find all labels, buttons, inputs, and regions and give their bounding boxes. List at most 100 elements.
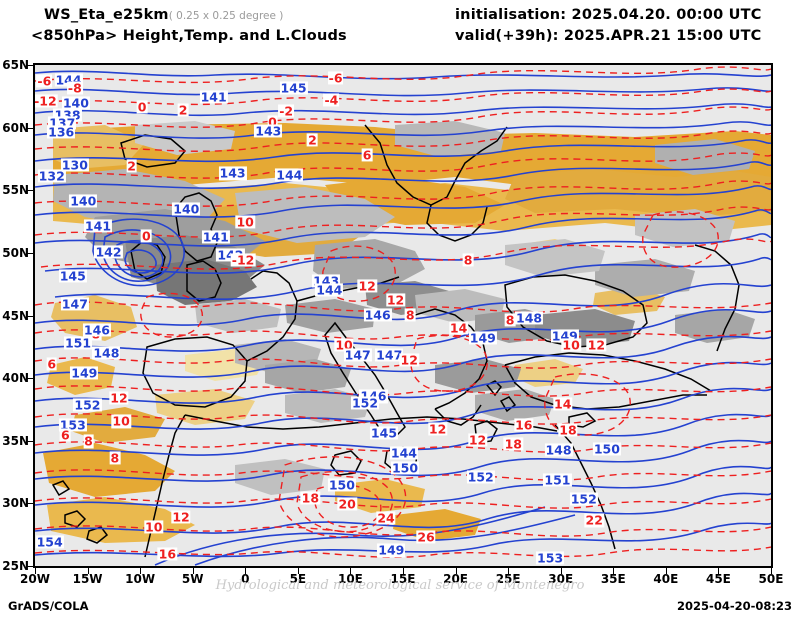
contour-label: 144 [315, 282, 344, 298]
contour-label: 8 [109, 450, 121, 466]
contour-label: 152 [569, 491, 598, 507]
y-axis-label: 50N [2, 245, 29, 260]
contour-label: 150 [390, 460, 420, 476]
contour-label: 14 [448, 319, 469, 335]
contour-label: 130 [60, 157, 89, 173]
contour-label: 150 [327, 477, 356, 493]
contour-label: -6 [36, 73, 53, 89]
x-axis-tick [245, 568, 247, 574]
footer-credit: GrADS/COLA [8, 599, 89, 613]
x-axis-label: 20E [443, 572, 469, 586]
x-axis-tick [87, 568, 89, 574]
contour-label: 145 [369, 425, 399, 441]
contour-label: 152 [350, 395, 380, 411]
x-axis-label: 5W [181, 572, 204, 586]
contour-labels: 144 -6 -8 -12 140 138 137 136 130 132 0 2 2 141 140 141… [35, 65, 771, 566]
contour-label: -12 [34, 93, 58, 109]
contour-label: 140 [69, 193, 98, 209]
model-resolution: ( 0.25 x 0.25 degree ) [168, 10, 284, 22]
x-axis-tick [560, 568, 562, 574]
contour-label: 146 [363, 307, 392, 323]
height-contours [35, 70, 771, 566]
contour-label: 10 [144, 519, 164, 535]
y-axis-label: 30N [2, 496, 29, 511]
contour-label: 146 [82, 322, 111, 338]
contour-label: 8 [83, 433, 94, 449]
contour-label: 8 [404, 307, 416, 323]
x-axis-label: 35E [600, 572, 626, 586]
contour-label: 149 [70, 365, 99, 381]
contour-label: 0 [140, 228, 152, 244]
contour-label: 136 [47, 124, 76, 140]
x-axis-label: 10W [125, 572, 156, 586]
contour-label: 6 [60, 427, 71, 443]
x-axis-tick [403, 568, 404, 574]
level-title: <850hPa> Height,Temp. and L.Clouds [31, 28, 347, 44]
cloud-shading-orange [43, 123, 771, 543]
x-axis-tick [771, 568, 772, 574]
contour-label: 148 [92, 345, 121, 360]
contour-label: 150 [592, 441, 621, 457]
model-name: WS_Eta_e25km [44, 7, 169, 23]
contour-label: 149 [377, 542, 406, 558]
contour-label: 145 [58, 268, 87, 284]
weather-map-plot[interactable]: 144 -6 -8 -12 140 138 137 136 130 132 0 2 2 141 140 141… [33, 63, 773, 568]
x-axis-tick [297, 568, 299, 574]
y-axis-label: 45N [2, 308, 29, 323]
x-axis-tick [613, 568, 615, 574]
contour-label: 142 [94, 244, 123, 260]
valid-time: valid(+39h): 2025.APR.21 15:00 UTC [455, 28, 762, 44]
contour-label: 2 [126, 158, 137, 174]
x-axis-label: 30E [548, 572, 574, 586]
x-axis-label: 15E [390, 572, 416, 586]
y-axis-tick [27, 190, 33, 192]
contour-label: 147 [375, 347, 404, 363]
contour-label: 26 [416, 529, 436, 545]
y-axis-tick [27, 65, 33, 66]
contour-label: 8 [504, 312, 516, 328]
x-axis-tick [508, 568, 510, 574]
y-axis-tick [27, 440, 33, 442]
contour-label: 152 [73, 397, 102, 413]
contour-label: 16 [514, 417, 534, 433]
contour-label: 18 [300, 490, 321, 506]
contour-label: 8 [462, 252, 474, 268]
x-axis-tick [192, 568, 194, 574]
x-axis-label: 10E [337, 572, 363, 586]
contour-label: 152 [466, 469, 495, 484]
map-contour-layer [35, 66, 771, 566]
y-axis-label: 65N [2, 58, 29, 72]
y-axis-label: 40N [2, 371, 29, 386]
contour-label: 10 [334, 337, 354, 353]
x-axis-label: 50E [758, 572, 784, 586]
contour-label: 0 [267, 114, 278, 130]
contour-label: 12 [586, 337, 607, 353]
contour-label: 144 [275, 167, 304, 183]
footer-timestamp: 2025-04-20-08:23 [677, 599, 792, 613]
contour-label: 12 [109, 390, 129, 406]
contour-label: 145 [279, 80, 308, 96]
contour-label: 143 [254, 123, 283, 139]
x-axis-tick [665, 568, 667, 574]
contour-label: 2 [307, 132, 318, 148]
y-axis-tick [27, 503, 33, 505]
x-axis-tick [455, 568, 457, 574]
y-axis-tick [27, 378, 33, 380]
contour-label: 6 [46, 356, 58, 372]
contour-label: 10 [235, 214, 255, 230]
contour-label: 144 [389, 445, 418, 461]
x-axis-label: 40E [653, 572, 679, 586]
contour-label: 147 [60, 296, 89, 312]
contour-label: 18 [503, 436, 523, 452]
contour-label: -12 [230, 252, 256, 268]
x-axis-tick [718, 568, 720, 574]
contour-label: 12 [171, 509, 191, 525]
contour-label: 10 [111, 413, 131, 429]
contour-label: 141 [201, 229, 230, 245]
contour-label: 151 [543, 472, 572, 488]
y-axis-tick [27, 566, 33, 567]
contour-label: 153 [58, 417, 87, 433]
contour-label: 143 [218, 165, 247, 181]
contour-label: 12 [385, 292, 406, 308]
x-axis-tick [35, 568, 36, 574]
